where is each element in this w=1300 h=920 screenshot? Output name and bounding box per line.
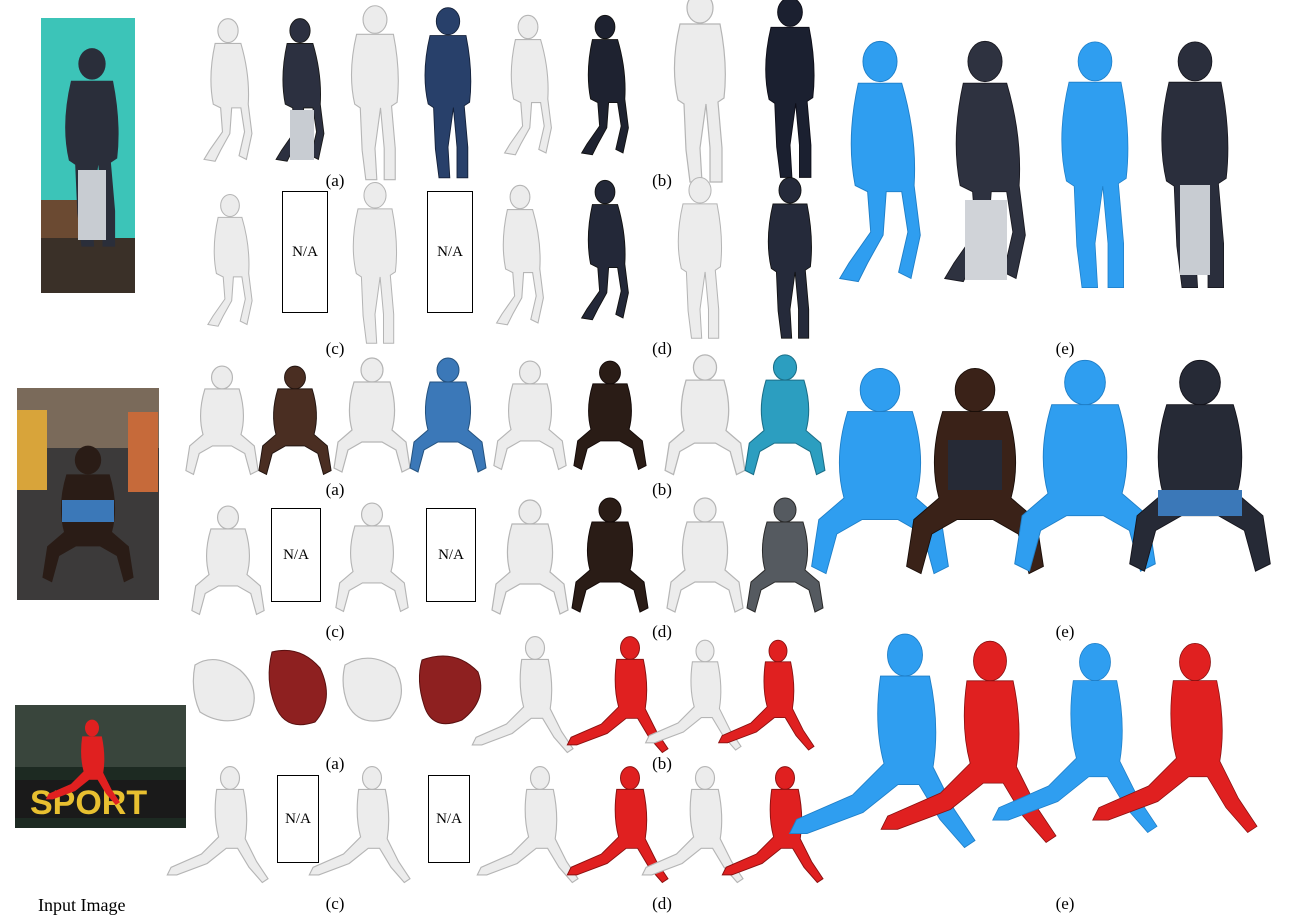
row3-method-e [788,633,1258,849]
svg-text:SPORT: SPORT [30,784,147,822]
input-image-1 [41,18,135,293]
na-placeholder: N/A [428,775,470,863]
caption-a: (a) [325,171,345,190]
caption-c: (c) [325,339,345,358]
row3-methods-a-b [192,636,815,754]
na-placeholder: N/A [277,775,319,863]
na-placeholder: N/A [426,508,476,602]
caption-d: (d) [652,894,672,913]
input-image-3: SPORT [15,705,186,828]
row3-methods-c-d [166,766,824,884]
caption-d: (d) [652,339,672,358]
na-text: N/A [436,810,462,827]
na-placeholder: N/A [427,191,473,313]
na-text: N/A [437,243,463,260]
na-text: N/A [438,546,464,563]
input-image-2 [17,388,159,600]
caption-c: (c) [325,894,345,913]
caption-b: (b) [652,480,672,499]
row1-methods-a-b [203,0,815,183]
na-text: N/A [292,243,318,260]
na-text: N/A [285,810,311,827]
na-text: N/A [283,546,309,563]
caption-e: (e) [1055,622,1075,641]
caption-a: (a) [325,480,345,499]
caption-b: (b) [652,171,672,190]
input-image-label: Input Image [38,895,126,915]
caption-c: (c) [325,622,345,641]
row2-method-e [810,359,1272,575]
caption-e: (e) [1055,894,1075,913]
caption-a: (a) [325,754,345,773]
caption-d: (d) [652,622,672,641]
row2-methods-a-b [185,354,826,476]
caption-e: (e) [1055,339,1075,358]
caption-b: (b) [652,754,672,773]
row1-method-e [838,40,1229,289]
na-placeholder: N/A [282,191,328,313]
na-placeholder: N/A [271,508,321,602]
